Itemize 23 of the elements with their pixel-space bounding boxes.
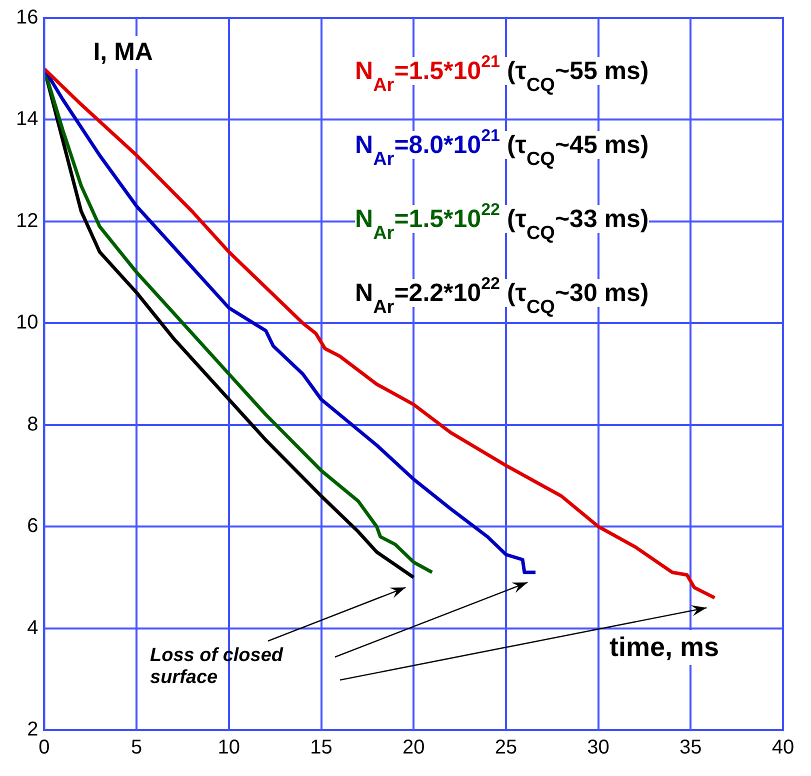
text: N$_{Ar}$=2.2*10$^{22}$ (τ$_{CQ}$~30 ms) xyxy=(355,274,649,318)
x-tick-label: 5 xyxy=(131,736,142,759)
y-tick-label: 2 xyxy=(27,718,38,741)
text: N$_{Ar}$=1.5*10$^{22}$ (τ$_{CQ}$~33 ms) xyxy=(355,200,649,244)
y-axis-title: I, MA xyxy=(89,36,157,69)
text: N$_{Ar}$=8.0*10$^{21}$ (τ$_{CQ}$~45 ms) xyxy=(355,126,649,170)
text: N$_{Ar}$=1.5*10$^{21}$ (τ$_{CQ}$~55 ms) xyxy=(355,52,649,96)
y-tick-label: 6 xyxy=(27,515,38,538)
x-tick-label: 20 xyxy=(402,736,425,759)
y-tick-label: 4 xyxy=(27,616,38,639)
y-tick-label: 16 xyxy=(16,6,38,29)
x-axis-title: time, ms xyxy=(605,630,723,665)
x-tick-label: 25 xyxy=(494,736,518,759)
x-tick-label: 10 xyxy=(218,736,240,759)
x-tick-label: 15 xyxy=(310,736,332,759)
y-tick-label: 8 xyxy=(27,413,38,436)
x-tick-label: 0 xyxy=(38,736,50,759)
y-tick-label: 12 xyxy=(16,210,38,232)
y-tick-label: 14 xyxy=(16,108,38,130)
x-tick-label: 35 xyxy=(680,736,702,759)
y-tick-label: 10 xyxy=(16,312,38,334)
x-tick-label: 30 xyxy=(587,736,610,759)
x-tick-label: 40 xyxy=(772,736,794,759)
